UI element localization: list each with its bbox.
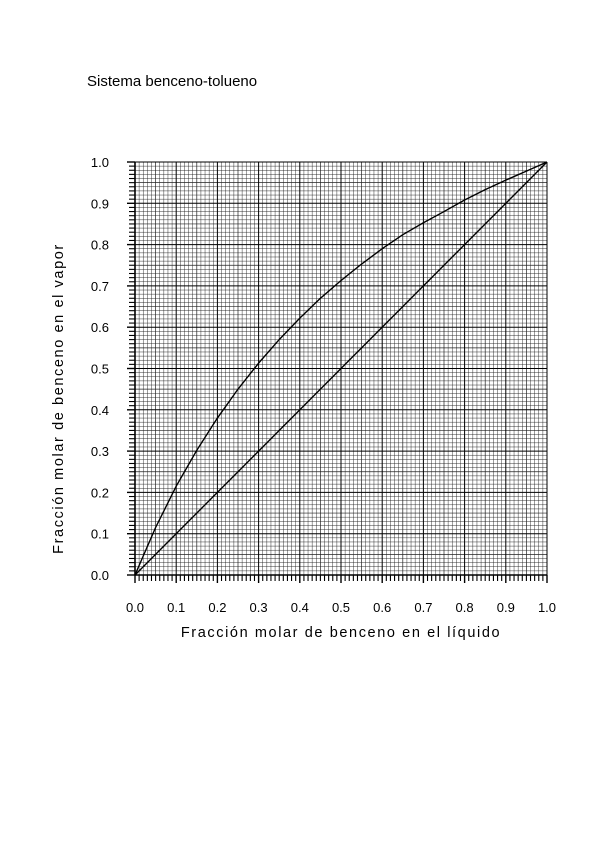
diagonal-line (134, 161, 548, 576)
x-tick-label: 0.7 (414, 600, 432, 615)
y-tick-label: 0.3 (91, 444, 109, 459)
x-tick-label: 1.0 (538, 600, 556, 615)
tick-labels: 0.0 0.1 0.2 0.3 0.4 0.5 0.6 0.7 0.8 0.9 1.0 0.0 0.1 0… (91, 155, 556, 615)
x-tick-label: 0.9 (497, 600, 515, 615)
axis-ticks (127, 161, 548, 583)
x-tick-label: 0.5 (332, 600, 350, 615)
x-tick-label: 0.8 (456, 600, 474, 615)
equilibrium-curve (134, 161, 548, 576)
y-tick-label: 0.4 (91, 403, 109, 418)
y-tick-label: 0.0 (91, 568, 109, 583)
y-tick-label: 0.2 (91, 485, 109, 500)
y-tick-label: 0.1 (91, 527, 109, 542)
x-axis-label: Fracción molar de benceno en el líquido (181, 625, 501, 641)
x-tick-label: 0.4 (291, 600, 309, 615)
x-tick-label: 0.2 (208, 600, 226, 615)
y-tick-label: 1.0 (91, 155, 109, 170)
y-tick-label: 0.6 (91, 320, 109, 335)
y-tick-label: 0.7 (91, 279, 109, 294)
y-tick-label: 0.5 (91, 362, 109, 377)
series-lines (134, 161, 548, 576)
x-tick-label: 0.3 (250, 600, 268, 615)
y-tick-label: 0.8 (91, 238, 109, 253)
chart-title: Sistema benceno-tolueno (87, 73, 258, 90)
y-tick-label: 0.9 (91, 196, 109, 211)
x-tick-label: 0.1 (167, 600, 185, 615)
y-axis-label: Fracción molar de benceno en el vapor (51, 243, 67, 554)
x-tick-label: 0.0 (126, 600, 144, 615)
x-tick-label: 0.6 (373, 600, 391, 615)
